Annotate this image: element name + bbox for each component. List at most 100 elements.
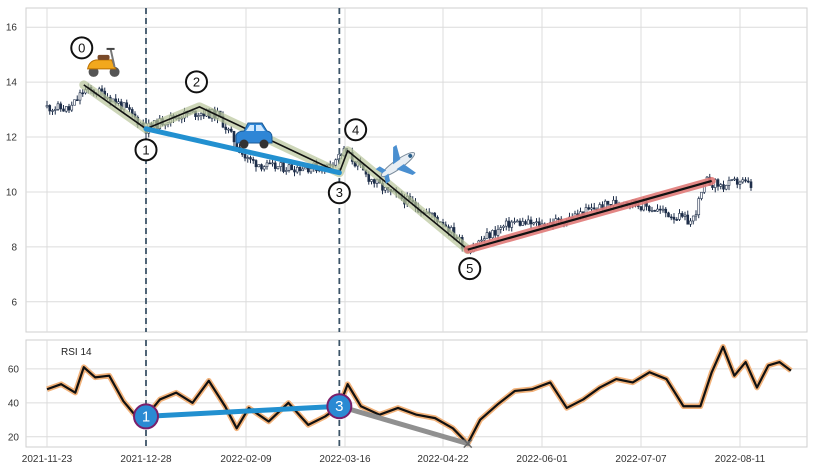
candle-body: [656, 208, 659, 212]
x-axis: 2021-11-23 2021-12-28 2022-02-09 2022-03-16…: [22, 454, 766, 465]
candle-body: [691, 215, 695, 222]
wave-label-circle: [344, 118, 368, 142]
candle-body: [100, 88, 104, 92]
rsi-panel-label: RSI 14: [61, 347, 92, 358]
candle-body: [67, 106, 71, 111]
x-tick-label: 2022-02-09: [220, 454, 272, 465]
candle-body: [647, 206, 651, 211]
candle-body: [504, 220, 508, 227]
candle-body: [680, 213, 684, 217]
candle-body: [229, 128, 233, 132]
price-plot-area: [25, 7, 808, 333]
candle-body: [746, 180, 750, 183]
candle-body: [535, 221, 538, 224]
candle-body: [672, 216, 676, 220]
candle-body: [507, 220, 511, 228]
candle-body: [293, 169, 296, 173]
candle-body: [265, 162, 269, 167]
candle-body: [273, 162, 277, 169]
candle-body: [48, 105, 52, 112]
candle-body: [268, 162, 272, 165]
candle-body: [510, 221, 514, 228]
candle-body: [232, 131, 236, 143]
candle-body: [301, 168, 305, 172]
candle-body: [493, 230, 497, 236]
wave-label-text: 3: [336, 185, 343, 200]
car-icon: [235, 122, 273, 149]
airplane-icon: [375, 144, 416, 184]
candle-body: [529, 219, 533, 225]
candle-body: [697, 198, 701, 216]
rsi-divergence-line: [143, 403, 342, 419]
candle-body: [532, 222, 536, 225]
candle-body: [485, 232, 489, 239]
price-y-tick-label: 10: [6, 187, 18, 198]
rsi-y-tick-label: 60: [8, 364, 20, 375]
x-tick-label: 2022-06-01: [516, 454, 568, 465]
wave-label-text: 0: [78, 40, 85, 55]
candle-body: [367, 173, 371, 182]
candle-body: [257, 164, 261, 168]
candle-body: [271, 162, 274, 165]
candle-body: [735, 178, 739, 185]
candle-body: [667, 212, 670, 218]
candle-body: [587, 207, 591, 210]
candle-body: [730, 179, 734, 181]
rsi-low-marker: [463, 439, 473, 449]
candle-body: [125, 102, 129, 108]
wave-label-text: 2: [193, 74, 200, 89]
candle-body: [51, 110, 54, 112]
rsi-divergence-badge: [133, 403, 159, 430]
candle-body: [686, 214, 690, 225]
wave-label-text: 4: [352, 122, 359, 137]
candle-body: [694, 214, 698, 217]
candle-body: [196, 115, 200, 117]
rsi-divergence-badge: [326, 393, 353, 420]
candle-body: [664, 208, 668, 214]
x-tick-label: 2022-04-22: [417, 454, 469, 465]
candle-body: [491, 230, 494, 239]
candle-body: [309, 168, 313, 173]
candle-body: [199, 113, 203, 116]
candle-body: [650, 210, 654, 212]
candle-body: [488, 232, 492, 239]
rsi-panel: 20 40 60 RSI 14 1 3: [8, 339, 808, 449]
candle-body: [59, 103, 63, 110]
candle-body: [653, 210, 657, 212]
candle-body: [744, 179, 747, 182]
candle-body: [689, 220, 692, 225]
candle-body: [683, 214, 687, 217]
rsi-secondary-line: [336, 403, 471, 447]
candle-body: [482, 238, 486, 241]
candle-body: [73, 99, 76, 106]
price-y-tick-label: 16: [6, 23, 18, 34]
candle-body: [287, 164, 291, 171]
candle-body: [678, 213, 681, 220]
candle-body: [246, 157, 250, 159]
candle-body: [513, 221, 516, 223]
price-y-tick-label: 12: [6, 133, 18, 144]
candle-body: [372, 179, 376, 184]
candle-body: [499, 227, 503, 230]
candle-body: [700, 191, 703, 199]
candle-body: [290, 164, 294, 171]
candle-body: [719, 184, 723, 187]
candle-body: [658, 208, 662, 211]
candle-body: [716, 179, 720, 187]
candle-body: [117, 101, 120, 104]
candle-body: [282, 162, 285, 172]
candle-body: [298, 166, 302, 172]
candle-body: [722, 184, 725, 190]
scooter-icon: [86, 47, 120, 77]
candle-body: [227, 128, 230, 131]
price-y-tick-label: 14: [6, 78, 18, 89]
candle-body: [524, 221, 527, 225]
candle-body: [733, 178, 736, 181]
candle-body: [279, 162, 283, 167]
candle-body: [557, 218, 560, 220]
x-tick-label: 2022-08-11: [715, 454, 766, 465]
candle-body: [224, 126, 228, 130]
candle-body: [370, 179, 373, 182]
candle-body: [590, 207, 593, 210]
candle-body: [70, 104, 74, 111]
